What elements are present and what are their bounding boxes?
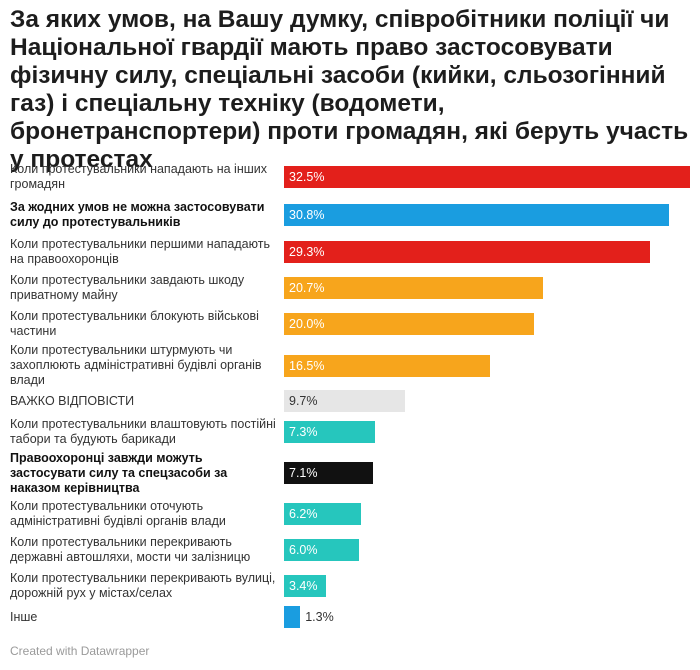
value-label: 29.3% — [289, 245, 325, 259]
bar — [284, 241, 651, 263]
category-label: Коли протестувальники оточують адміністр… — [10, 499, 226, 528]
category-label: Інше — [10, 609, 38, 624]
category-label: Коли протестувальники перекривають держа… — [10, 535, 251, 564]
value-label: 7.1% — [289, 466, 318, 480]
bar — [284, 606, 301, 628]
bar — [284, 390, 406, 412]
value-label: 20.0% — [289, 317, 325, 331]
category-label: Коли протестувальники влаштовують постій… — [10, 416, 276, 446]
value-label: 1.3% — [305, 610, 334, 624]
bar — [284, 166, 690, 188]
value-label: 30.8% — [289, 208, 325, 222]
bar — [284, 503, 362, 525]
category-label: Коли протестувальники нападають на інших… — [10, 162, 267, 191]
value-label: 6.2% — [289, 507, 318, 521]
value-label: 6.0% — [289, 543, 318, 557]
value-label: 32.5% — [289, 170, 325, 184]
bar — [284, 313, 534, 335]
bar — [284, 462, 373, 484]
footer-credit[interactable]: Created with Datawrapper — [10, 644, 150, 658]
bar — [284, 277, 543, 299]
value-label: 9.7% — [289, 394, 318, 408]
bar — [284, 204, 669, 226]
chart-title: За яких умов, на Вашу думку, співробітни… — [10, 6, 689, 173]
category-label: Коли протестувальники перекривають вулиц… — [10, 571, 276, 600]
category-label: За жодних умов не можна застосовувати си… — [10, 200, 265, 229]
category-label: ВАЖКО ВІДПОВІСТИ — [10, 393, 135, 408]
bar-chart: Коли протестувальники нападають на інших… — [0, 158, 700, 628]
category-label: Коли протестувальники блокують військові… — [10, 309, 259, 338]
value-label: 3.4% — [289, 579, 318, 593]
value-label: 7.3% — [289, 424, 318, 439]
bar — [284, 539, 359, 561]
category-label: Коли протестувальники завдають шкоду при… — [10, 273, 245, 302]
category-label: Правоохоронці завжди можуть застосувати … — [10, 450, 228, 495]
bar — [284, 354, 491, 377]
bar — [284, 575, 327, 597]
value-label: 16.5% — [289, 358, 325, 373]
bar — [284, 420, 376, 443]
value-label: 20.7% — [289, 281, 325, 295]
category-label: Коли протестувальники штурмують чи захоп… — [10, 343, 262, 387]
category-label: Коли протестувальники першими нападають … — [10, 237, 270, 266]
